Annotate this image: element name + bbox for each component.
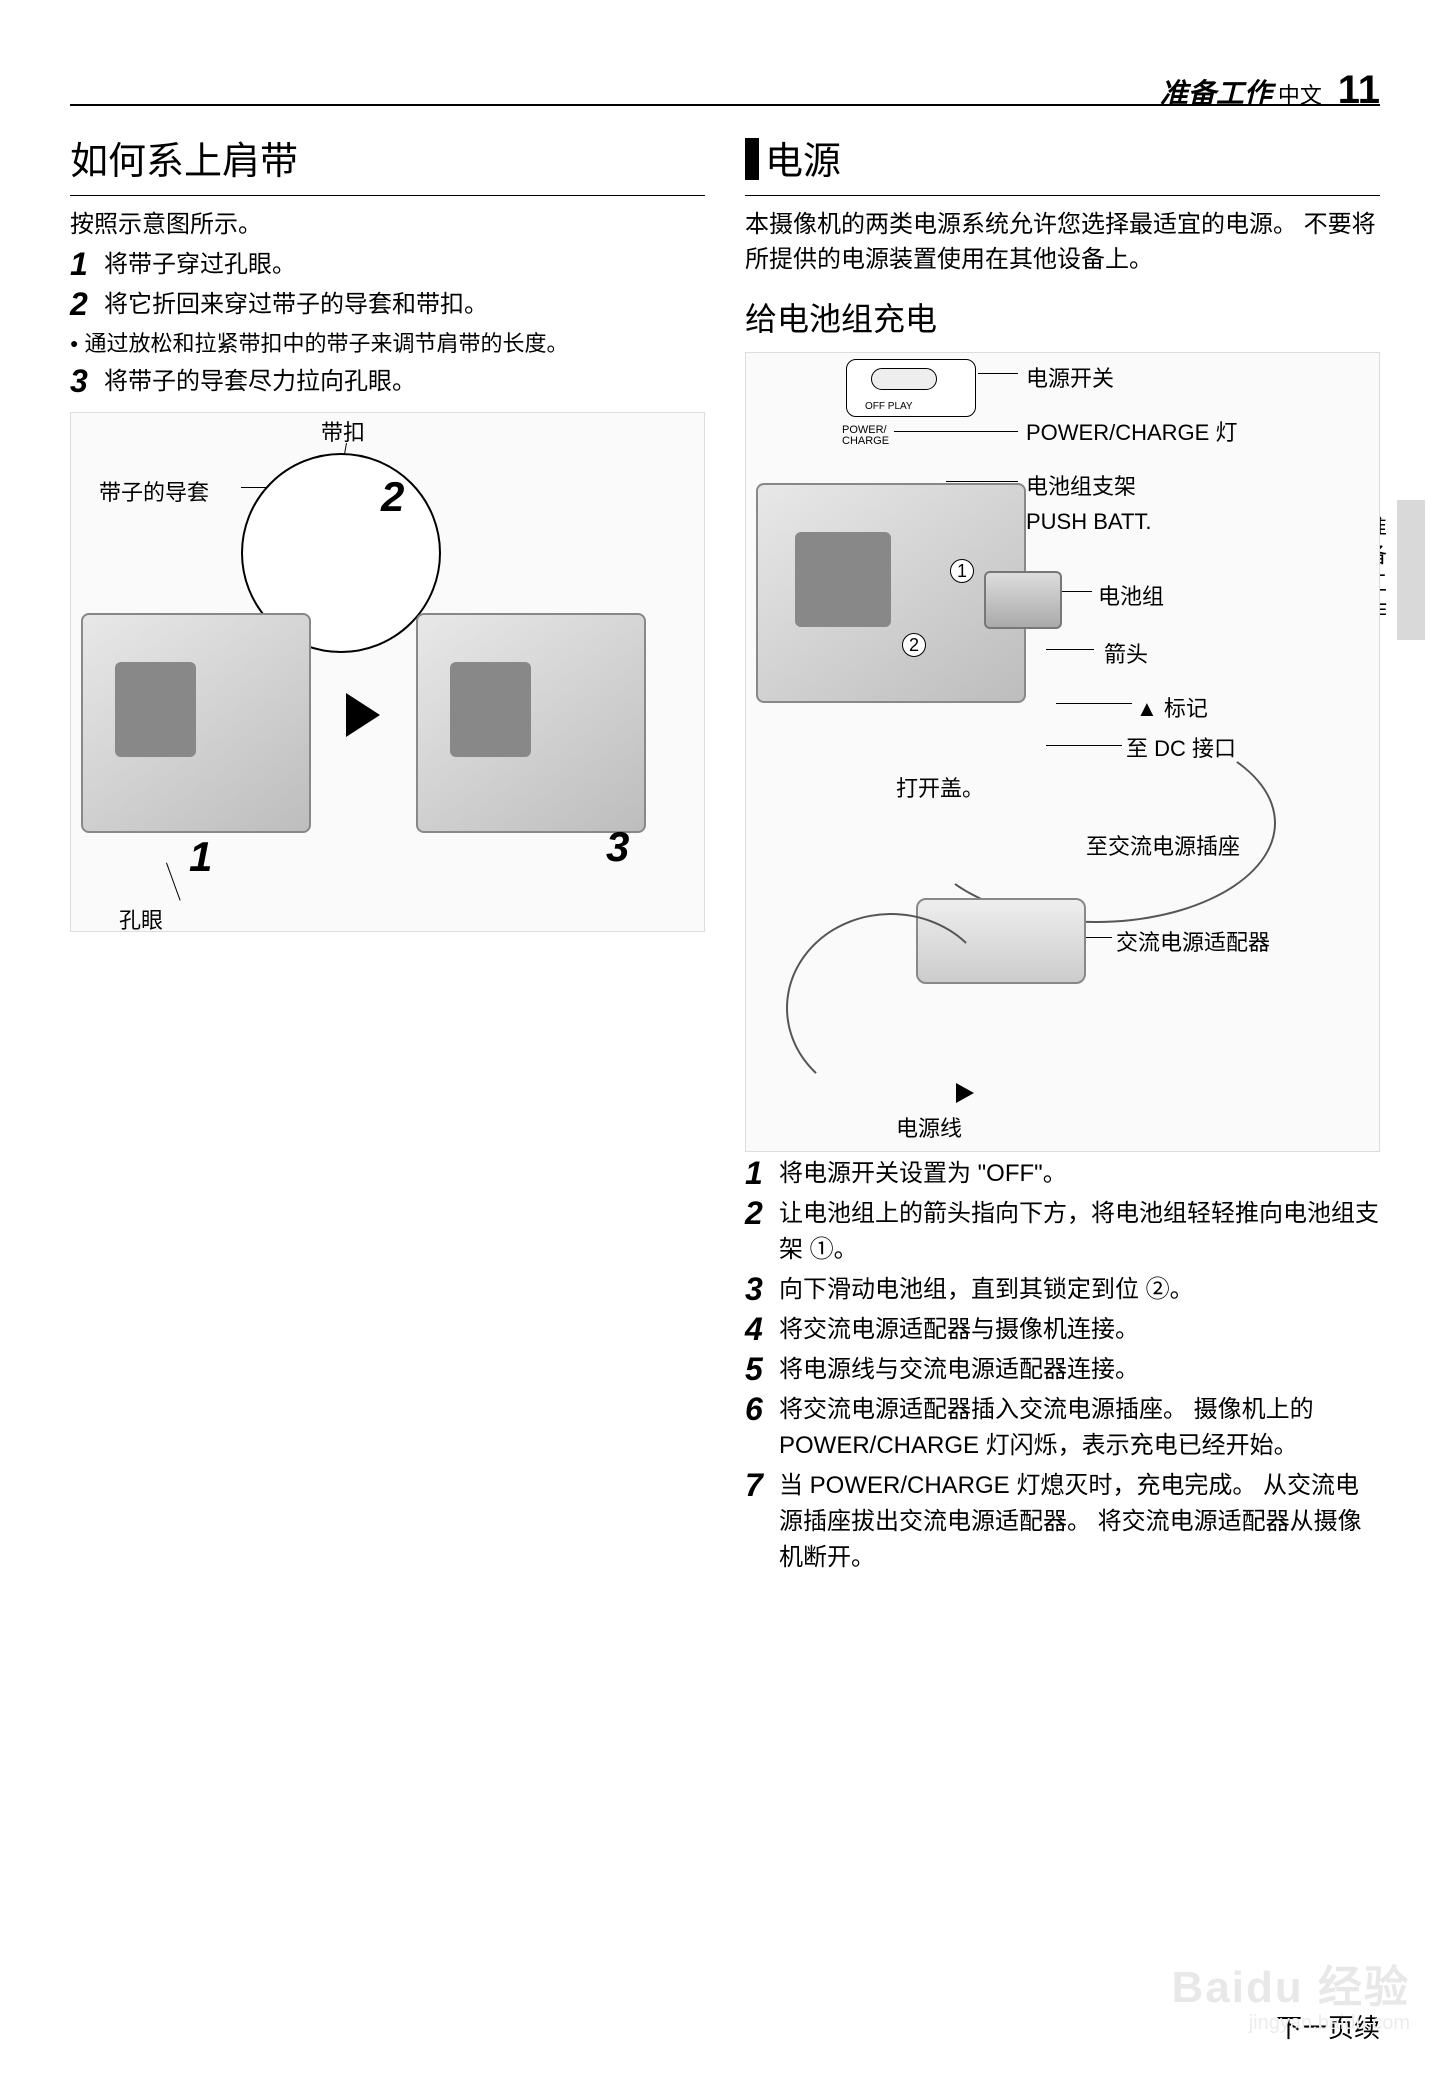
label-ac-adapter: 交流电源适配器 <box>1116 925 1270 957</box>
power-diagram: OFF PLAY 电源开关 POWER/ CHARGE POWER/CHARGE… <box>745 352 1380 1152</box>
left-intro: 按照示意图所示。 <box>70 208 705 243</box>
step-number: 3 <box>70 364 96 399</box>
label-buckle: 带扣 <box>321 415 365 447</box>
right-title: 电源 <box>745 130 1380 185</box>
label-battery-mount: 电池组支架 <box>1026 469 1136 501</box>
power-cord-curve <box>786 913 996 1103</box>
diagram-mark-2: 2 <box>381 473 404 521</box>
label-battery-pack: 电池组 <box>1098 579 1164 611</box>
step-number: 2 <box>70 287 96 322</box>
right-intro: 本摄像机的两类电源系统允许您选择最适宜的电源。 不要将所提供的电源装置使用在其他… <box>745 208 1380 278</box>
right-column: 电源 本摄像机的两类电源系统允许您选择最适宜的电源。 不要将所提供的电源装置使用… <box>745 130 1380 1580</box>
label-push-batt: PUSH BATT. <box>1026 509 1152 535</box>
left-step-2: 2 将它折回来穿过带子的导套和带扣。 <box>70 287 705 323</box>
step-text: 将它折回来穿过带子的导套和带扣。 <box>104 287 488 323</box>
camera-right <box>416 613 646 833</box>
battery-pack <box>984 571 1062 629</box>
diagram-mark-1: 1 <box>189 833 212 881</box>
step-number: 1 <box>70 247 96 282</box>
left-title: 如何系上肩带 <box>70 130 705 185</box>
right-step-4: 4将交流电源适配器与摄像机连接。 <box>745 1312 1380 1348</box>
bullet-text: 通过放松和拉紧带扣中的带子来调节肩带的长度。 <box>84 327 568 360</box>
header-right: 准备工作中文 11 <box>1160 68 1380 113</box>
cable-curve <box>916 723 1276 923</box>
camera-left <box>81 613 311 833</box>
watermark-main: Baidu 经验 <box>1172 1951 1410 2015</box>
watermark-sub: jingyan.baidu.com <box>1249 2012 1410 2035</box>
label-pc-small: POWER/ CHARGE <box>842 425 889 448</box>
label-to-ac-outlet: 至交流电源插座 <box>1086 829 1240 861</box>
shoulder-strap-diagram: 带扣 带子的导套 2 1 3 孔眼 <box>70 412 705 932</box>
left-step-1: 1 将带子穿过孔眼。 <box>70 247 705 283</box>
left-column: 如何系上肩带 按照示意图所示。 1 将带子穿过孔眼。 2 将它折回来穿过带子的导… <box>70 130 705 1580</box>
left-title-rule <box>70 195 705 196</box>
right-subheading: 给电池组充电 <box>745 294 1380 340</box>
right-title-rule <box>745 195 1380 196</box>
label-power-switch: 电源开关 <box>1026 361 1114 393</box>
step-text: 将带子的导套尽力拉向孔眼。 <box>104 364 416 400</box>
label-power-cord: 电源线 <box>896 1111 962 1143</box>
label-pc-lamp: POWER/CHARGE 灯 <box>1026 415 1237 447</box>
diagram-mark-3: 3 <box>606 823 629 871</box>
arrow-icon <box>956 1083 974 1103</box>
top-rule <box>70 104 1380 106</box>
right-step-6: 6将交流电源适配器插入交流电源插座。 摄像机上的 POWER/CHARGE 灯闪… <box>745 1392 1380 1464</box>
step-text: 将带子穿过孔眼。 <box>104 247 296 283</box>
label-arrow: 箭头 <box>1104 637 1148 669</box>
right-step-5: 5将电源线与交流电源适配器连接。 <box>745 1352 1380 1388</box>
off-play-text: OFF PLAY <box>865 401 913 412</box>
label-eyelet: 孔眼 <box>119 903 163 935</box>
two-columns: 如何系上肩带 按照示意图所示。 1 将带子穿过孔眼。 2 将它折回来穿过带子的导… <box>70 130 1380 1580</box>
arrow-icon <box>346 693 380 737</box>
right-step-1: 1将电源开关设置为 "OFF"。 <box>745 1156 1380 1192</box>
right-step-3: 3向下滑动电池组，直到其锁定到位 ②。 <box>745 1272 1380 1308</box>
left-step-3: 3 将带子的导套尽力拉向孔眼。 <box>70 364 705 400</box>
right-step-2: 2让电池组上的箭头指向下方，将电池组轻轻推向电池组支架 ①。 <box>745 1196 1380 1268</box>
page-root: 准备工作中文 11 准备工作 如何系上肩带 按照示意图所示。 1 将带子穿过孔眼… <box>70 50 1380 2025</box>
side-tab-bg <box>1397 500 1425 640</box>
label-mark: ▲ 标记 <box>1136 691 1208 723</box>
left-bullet: 通过放松和拉紧带扣中的带子来调节肩带的长度。 <box>70 327 705 360</box>
switch-inset: OFF PLAY <box>846 359 976 417</box>
right-step-7: 7当 POWER/CHARGE 灯熄灭时，充电完成。 从交流电源插座拔出交流电源… <box>745 1468 1380 1576</box>
label-guide: 带子的导套 <box>99 475 209 507</box>
